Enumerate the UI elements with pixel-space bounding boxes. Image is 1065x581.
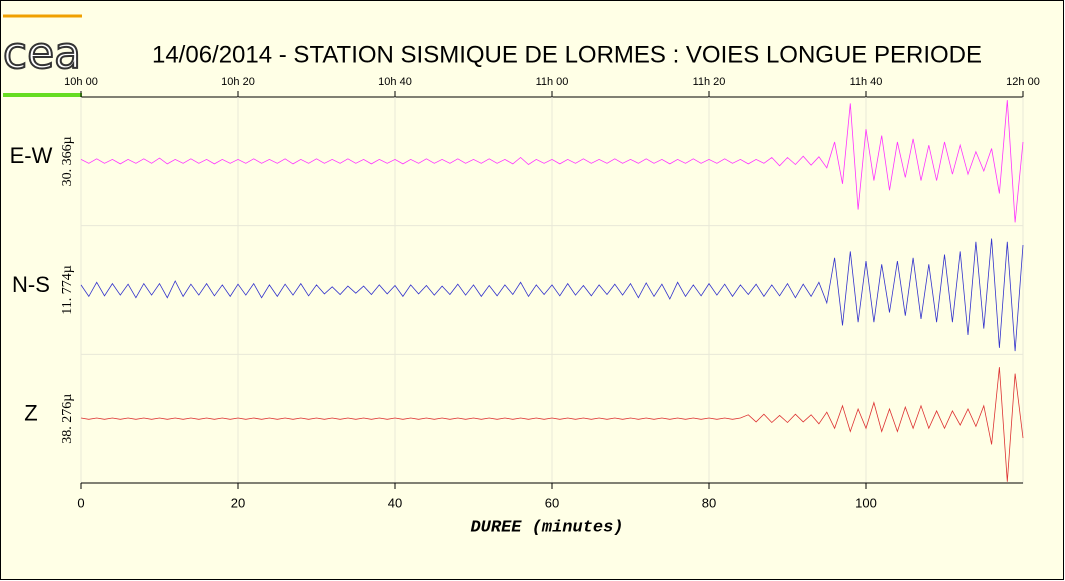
top-tick-label: 11h 00 [536,76,569,88]
series-name: Z [24,400,37,425]
x-tick-label: 60 [545,495,559,510]
x-axis-label: DUREE (minutes) [470,518,623,537]
series-scale: 30. 366µ [60,136,75,186]
top-tick-label: 11h 40 [850,76,883,88]
top-tick-label: 11h 20 [693,76,726,88]
trace [80,238,1024,352]
logo: cea [3,28,81,79]
x-tick-label: 100 [855,495,877,510]
top-tick-label: 10h 00 [64,76,98,88]
trace [80,100,1024,223]
top-tick-label: 10h 40 [378,76,412,88]
trace [80,367,1024,482]
series-scale: 38. 276µ [60,394,75,444]
series-name: E-W [10,143,53,168]
top-tick-label: 10h 20 [221,76,255,88]
x-tick-label: 20 [231,495,245,510]
x-tick-label: 80 [702,495,716,510]
x-tick-label: 0 [77,495,84,510]
series-name: N-S [12,272,50,297]
series-scale: 11. 774µ [60,265,75,315]
top-tick-label: 12h 00 [1006,76,1040,88]
chart-title: 14/06/2014 - STATION SISMIQUE DE LORMES … [152,41,982,68]
x-tick-label: 40 [388,495,402,510]
